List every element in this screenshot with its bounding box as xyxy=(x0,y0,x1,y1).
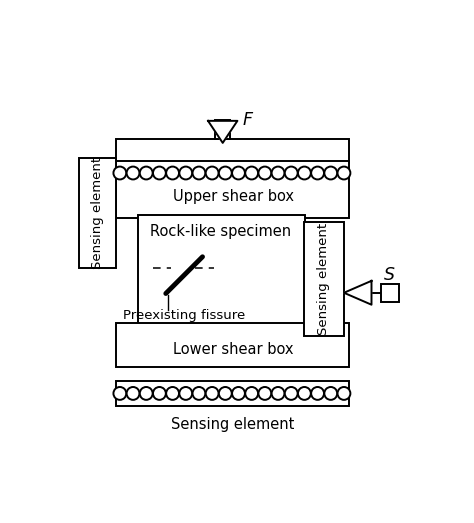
Bar xyxy=(116,381,349,405)
Text: Preexisting fissure: Preexisting fissure xyxy=(123,309,245,322)
Circle shape xyxy=(285,387,298,400)
Circle shape xyxy=(166,387,179,400)
Polygon shape xyxy=(208,121,237,143)
Circle shape xyxy=(153,167,166,179)
Circle shape xyxy=(206,167,219,179)
Circle shape xyxy=(153,387,166,400)
Circle shape xyxy=(179,387,192,400)
Circle shape xyxy=(245,387,258,400)
Circle shape xyxy=(258,387,271,400)
Circle shape xyxy=(311,387,324,400)
Text: Sensing element: Sensing element xyxy=(317,223,330,335)
Circle shape xyxy=(258,167,271,179)
Bar xyxy=(116,139,349,163)
Circle shape xyxy=(298,167,311,179)
Bar xyxy=(215,120,230,139)
Text: $\mathit{F}$: $\mathit{F}$ xyxy=(242,111,254,129)
Circle shape xyxy=(219,167,232,179)
Circle shape xyxy=(113,167,126,179)
Circle shape xyxy=(179,167,192,179)
Circle shape xyxy=(166,167,179,179)
Bar xyxy=(303,222,344,336)
Circle shape xyxy=(337,167,350,179)
Circle shape xyxy=(272,387,284,400)
Circle shape xyxy=(232,167,245,179)
Text: $\mathit{S}$: $\mathit{S}$ xyxy=(383,266,396,284)
Bar xyxy=(116,161,349,218)
Bar xyxy=(80,157,116,268)
Circle shape xyxy=(113,387,126,400)
Polygon shape xyxy=(344,281,372,305)
Text: Sensing element: Sensing element xyxy=(91,156,104,269)
Circle shape xyxy=(140,387,153,400)
Circle shape xyxy=(140,167,153,179)
Circle shape xyxy=(324,387,337,400)
Circle shape xyxy=(324,167,337,179)
Circle shape xyxy=(232,387,245,400)
Circle shape xyxy=(245,167,258,179)
Circle shape xyxy=(127,387,139,400)
Circle shape xyxy=(219,387,232,400)
Text: Sensing element: Sensing element xyxy=(171,417,295,432)
Circle shape xyxy=(311,167,324,179)
Circle shape xyxy=(285,167,298,179)
Circle shape xyxy=(337,387,350,400)
Circle shape xyxy=(192,167,205,179)
Circle shape xyxy=(127,167,139,179)
Circle shape xyxy=(272,167,284,179)
Circle shape xyxy=(192,387,205,400)
Circle shape xyxy=(298,387,311,400)
Circle shape xyxy=(206,387,219,400)
Text: Lower shear box: Lower shear box xyxy=(173,342,293,357)
Text: Rock-like specimen: Rock-like specimen xyxy=(150,223,292,238)
Bar xyxy=(381,284,399,302)
Bar xyxy=(116,323,349,367)
Bar xyxy=(138,214,305,326)
Text: Upper shear box: Upper shear box xyxy=(173,189,293,203)
